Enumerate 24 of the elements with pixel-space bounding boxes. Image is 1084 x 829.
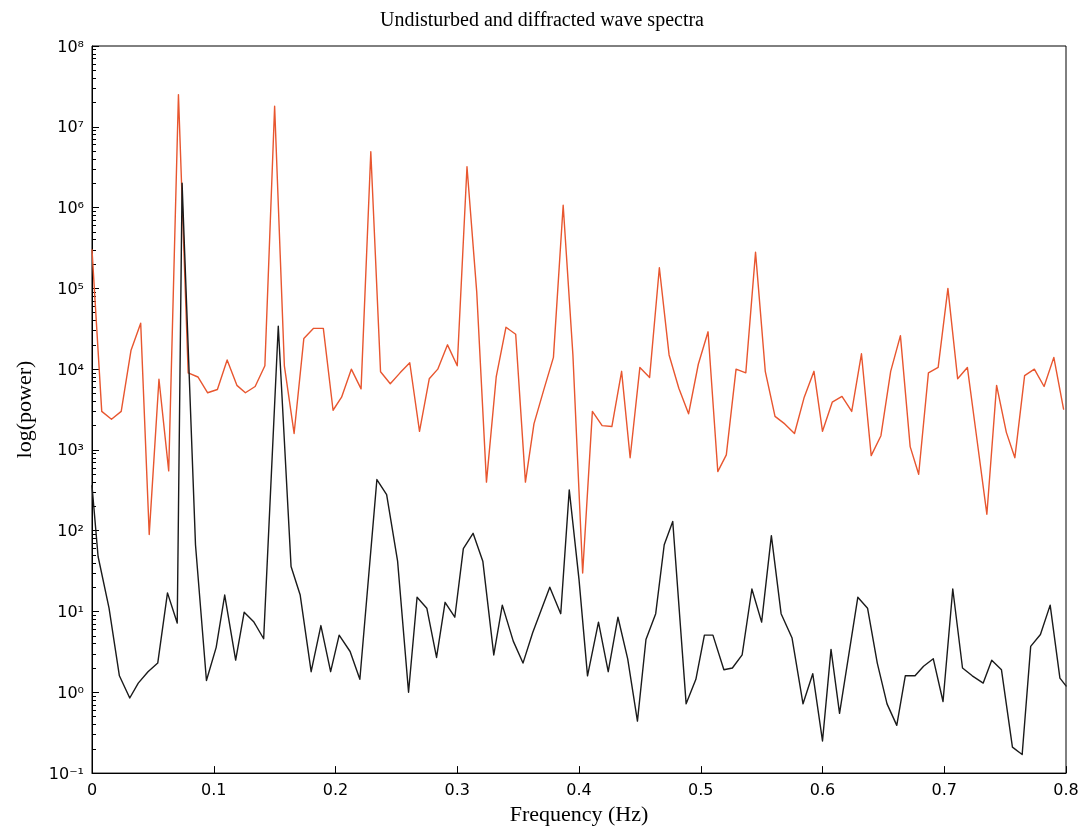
y-tick-label: 10⁶ bbox=[57, 198, 84, 218]
y-tick-label: 10¹ bbox=[57, 602, 84, 622]
y-tick-label: 10² bbox=[57, 521, 84, 541]
x-tick-label: 0.5 bbox=[688, 779, 714, 799]
y-tick-label: 10⁸ bbox=[57, 36, 84, 56]
x-tick-label: 0.1 bbox=[201, 779, 227, 799]
x-tick-label: 0.4 bbox=[566, 779, 592, 799]
line-series bbox=[91, 93, 1065, 574]
x-tick-label: 0.3 bbox=[444, 779, 470, 799]
y-tick-label: 10⁷ bbox=[57, 117, 84, 137]
y-tick-label: 10³ bbox=[57, 440, 84, 460]
x-tick-label: 0.6 bbox=[809, 779, 836, 799]
x-tick-label: 0.8 bbox=[1053, 779, 1079, 799]
y-axis-title: log(power) bbox=[10, 360, 36, 459]
x-axis-title: Frequency (Hz) bbox=[509, 800, 649, 826]
y-tick-label: 10⁵ bbox=[57, 278, 84, 298]
x-tick-label: 0.2 bbox=[322, 779, 349, 799]
y-tick-label: 10⁰ bbox=[57, 682, 84, 702]
line-series bbox=[91, 182, 1067, 756]
x-tick-label: 0 bbox=[86, 779, 98, 799]
chart-title: Undisturbed and diffracted wave spectra bbox=[380, 8, 705, 31]
y-tick-label: 10⁻¹ bbox=[48, 763, 84, 783]
x-tick-label: 0.7 bbox=[931, 779, 957, 799]
y-tick-label: 10⁴ bbox=[57, 359, 84, 379]
